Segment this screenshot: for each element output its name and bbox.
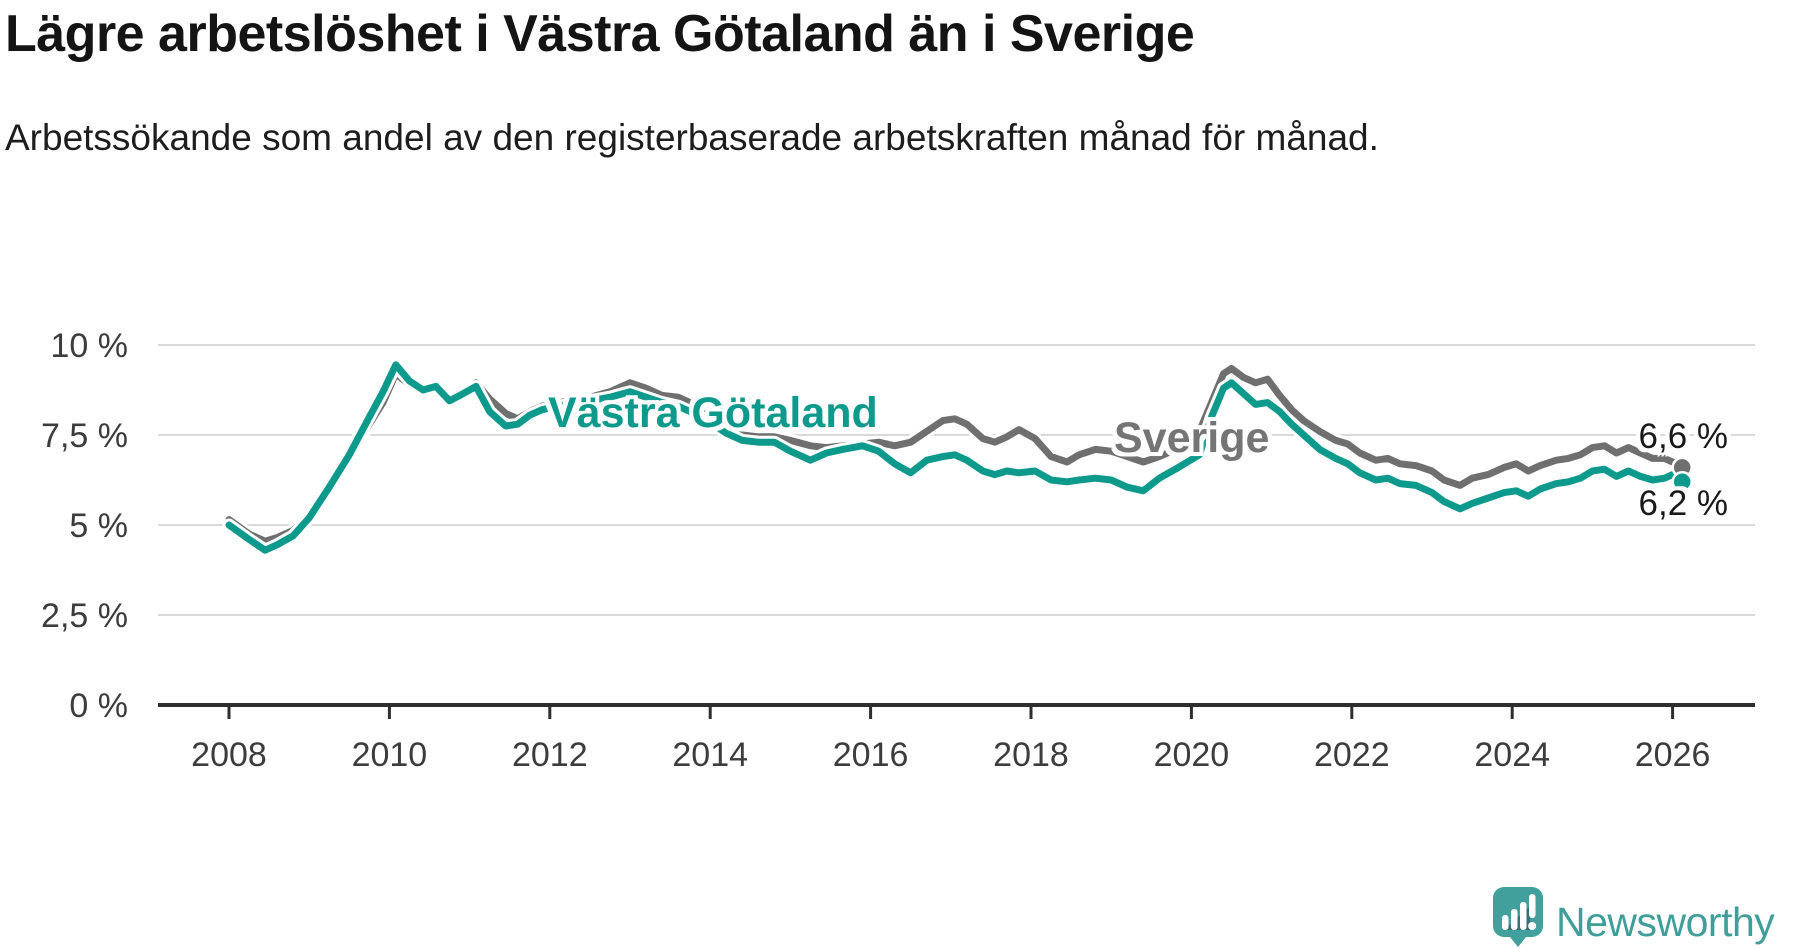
y-tick-label: 5 % [69,507,128,545]
chart-subtitle: Arbetssökande som andel av den registerb… [5,117,1379,158]
y-tick-label: 2,5 % [41,597,128,635]
y-tick-label: 7,5 % [41,417,128,455]
x-tick-label: 2008 [191,736,267,774]
x-tick-label: 2018 [993,736,1069,774]
x-tick-label: 2026 [1635,736,1711,774]
chart-title: Lägre arbetslöshet i Västra Götaland än … [5,5,1195,63]
x-tick-label: 2020 [1154,736,1230,774]
logo-bar-1 [1502,915,1509,930]
series-line-1 [225,361,1686,554]
logo-exclamation-bar [1529,894,1536,918]
x-tick-label: 2012 [512,736,588,774]
x-tick-label: 2024 [1474,736,1550,774]
y-tick-label: 0 % [69,687,128,725]
y-tick-label: 10 % [51,327,129,365]
series-label-sverige: Sverige [1114,414,1270,462]
series-label-vastra-gotaland: Västra Götaland [548,389,878,437]
x-tick-label: 2010 [352,736,428,774]
logo-bar-3 [1520,902,1527,930]
logo-bubble [1493,887,1543,947]
x-tick-label: 2014 [672,736,748,774]
x-tick-label: 2016 [833,736,909,774]
newsworthy-wordmark: Newsworthy [1556,899,1775,945]
x-tick-label: 2022 [1314,736,1390,774]
logo-exclamation-dot [1528,922,1537,930]
end-value-label-vastra-gotaland: 6,2 % [1638,484,1729,523]
end-value-label-sverige: 6,6 % [1638,417,1729,456]
logo-bar-2 [1511,909,1518,930]
series-end-dot-1 [1671,471,1693,493]
newsworthy-logo-icon [1493,887,1543,947]
